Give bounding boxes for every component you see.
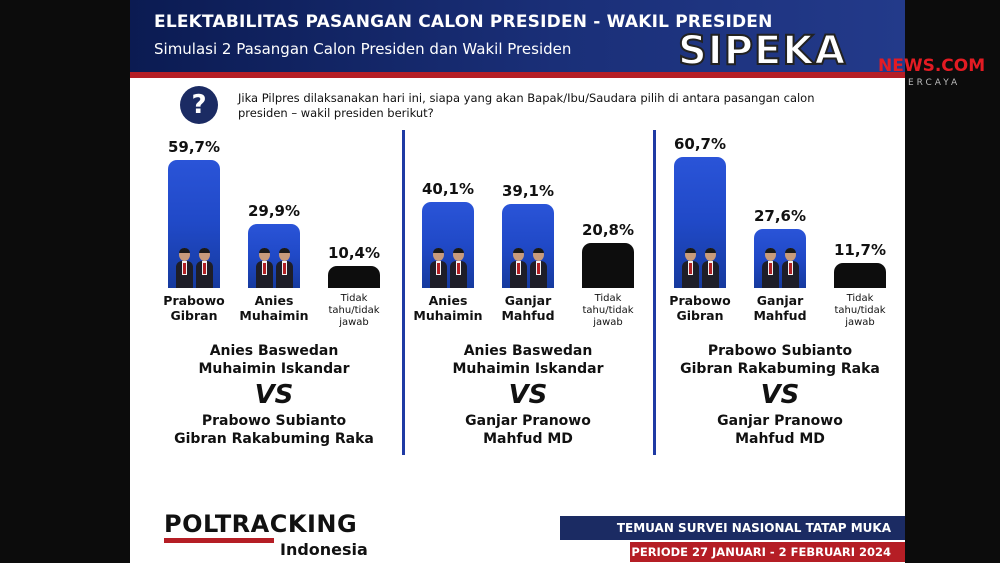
- candidate-figure: [449, 248, 467, 288]
- survey-question: Jika Pilpres dilaksanakan hari ini, siap…: [238, 91, 815, 120]
- candidate-figure: [781, 248, 799, 288]
- matchup-pair-b: Mahfud MD: [483, 431, 573, 447]
- category-label: Tidak tahu/tidak jawab: [328, 293, 380, 328]
- survey-slide: ELEKTABILITAS PASANGAN CALON PRESIDEN - …: [130, 0, 905, 563]
- candidate-figure: [429, 248, 447, 288]
- candidate-figure: [195, 248, 213, 288]
- category-label: Tidak tahu/tidak jawab: [834, 293, 886, 328]
- category-label: Anies Muhaimin: [413, 293, 483, 323]
- sipeka-watermark: SIPEKA NEWS.COM ERCAYA: [677, 18, 996, 94]
- category-label: Prabowo Gibran: [163, 293, 225, 323]
- chart-panel-2: 40,1% Anies Muhaimin 39,1% Ganjar Mahfud 20,…: [408, 130, 648, 460]
- poltracking-logo: POLTRACKING: [164, 510, 358, 538]
- panel-divider: [653, 130, 656, 455]
- candidate-figure: [681, 248, 699, 288]
- matchup-pair-b: Mahfud MD: [735, 431, 825, 447]
- header-banner: ELEKTABILITAS PASANGAN CALON PRESIDEN - …: [130, 0, 905, 78]
- bar: [834, 263, 886, 288]
- matchup-pair-a: Muhaimin Iskandar: [452, 361, 604, 377]
- survey-period-banner: PERIODE 27 JANUARI - 2 FEBRUARI 2024: [630, 542, 905, 562]
- data-label: 60,7%: [673, 135, 727, 153]
- survey-title-banner: TEMUAN SURVEI NASIONAL TATAP MUKA: [560, 516, 905, 540]
- bar: [582, 243, 634, 288]
- chart-panel-1: 59,7% Prabowo Gibran 29,9% Anies Muhaimin 10…: [154, 130, 394, 460]
- logo-red-bar: [164, 538, 274, 543]
- candidate-figure: [761, 248, 779, 288]
- panel-divider: [402, 130, 405, 455]
- category-label: Tidak tahu/tidak jawab: [582, 293, 634, 328]
- matchup-pair-a: Prabowo Subianto: [707, 343, 853, 359]
- category-label: Ganjar Mahfud: [501, 293, 555, 323]
- question-mark-icon: ?: [180, 86, 218, 124]
- matchup-pair-a: Gibran Rakabuming Raka: [680, 361, 880, 377]
- candidate-figure: [255, 248, 273, 288]
- matchup-block: Anies Baswedan Muhaimin Iskandar VS Ganjar …: [408, 342, 648, 448]
- vs-label: VS: [760, 380, 800, 410]
- candidate-photo: [674, 248, 726, 288]
- page-subtitle: Simulasi 2 Pasangan Calon Presiden dan W…: [154, 40, 572, 58]
- matchup-pair-b: Gibran Rakabuming Raka: [174, 431, 374, 447]
- data-label: 59,7%: [167, 138, 221, 156]
- data-label: 39,1%: [501, 182, 555, 200]
- vs-label: VS: [508, 380, 548, 410]
- bar: [328, 266, 380, 288]
- category-label: Prabowo Gibran: [669, 293, 731, 323]
- matchup-block: Anies Baswedan Muhaimin Iskandar VS Prabowo…: [154, 342, 394, 448]
- candidate-figure: [701, 248, 719, 288]
- candidate-figure: [275, 248, 293, 288]
- matchup-pair-b: Ganjar Pranowo: [465, 413, 591, 429]
- data-label: 11,7%: [833, 241, 887, 259]
- matchup-pair-b: Prabowo Subianto: [201, 413, 347, 429]
- chart-panel-3: 60,7% Prabowo Gibran 27,6% Ganjar Mahfud 11,…: [660, 130, 900, 460]
- candidate-figure: [529, 248, 547, 288]
- watermark-news: NEWS.COM: [878, 56, 986, 76]
- matchup-pair-a: Anies Baswedan: [463, 343, 593, 359]
- data-label: 20,8%: [581, 221, 635, 239]
- footer: POLTRACKING Indonesia TEMUAN SURVEI NASI…: [130, 480, 905, 563]
- poltracking-logo-sub: Indonesia: [280, 540, 368, 559]
- candidate-photo: [422, 248, 474, 288]
- matchup-pair-a: Anies Baswedan: [209, 343, 339, 359]
- data-label: 10,4%: [327, 244, 381, 262]
- page-title: ELEKTABILITAS PASANGAN CALON PRESIDEN - …: [154, 12, 773, 32]
- header-red-stripe: [130, 72, 905, 78]
- matchup-pair-b: Ganjar Pranowo: [717, 413, 843, 429]
- candidate-photo: [502, 248, 554, 288]
- candidate-figure: [175, 248, 193, 288]
- candidate-figure: [509, 248, 527, 288]
- candidate-photo: [248, 248, 300, 288]
- candidate-photo: [754, 248, 806, 288]
- vs-label: VS: [254, 380, 294, 410]
- candidate-photo: [168, 248, 220, 288]
- watermark-tagline: ERCAYA: [908, 78, 961, 88]
- watermark-logo: SIPEKA: [677, 27, 847, 75]
- matchup-block: Prabowo Subianto Gibran Rakabuming Raka VS…: [660, 342, 900, 448]
- category-label: Ganjar Mahfud: [753, 293, 807, 323]
- matchup-pair-a: Muhaimin Iskandar: [198, 361, 350, 377]
- data-label: 40,1%: [421, 180, 475, 198]
- data-label: 27,6%: [753, 207, 807, 225]
- data-label: 29,9%: [247, 202, 301, 220]
- category-label: Anies Muhaimin: [239, 293, 309, 323]
